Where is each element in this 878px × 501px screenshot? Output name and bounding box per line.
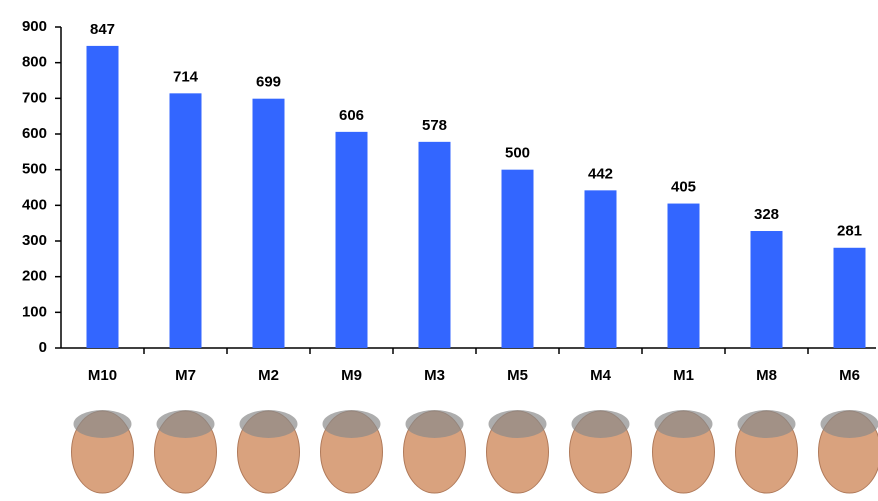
hair xyxy=(820,410,878,438)
y-tick-label: 800 xyxy=(22,54,47,71)
bar xyxy=(584,190,617,348)
x-tick-label: M6 xyxy=(839,367,860,384)
value-label: 442 xyxy=(588,165,613,182)
hair xyxy=(488,410,547,438)
value-label: 405 xyxy=(671,179,696,196)
value-label: 578 xyxy=(422,117,447,134)
value-label: 500 xyxy=(505,145,530,162)
value-label: 847 xyxy=(90,21,115,38)
y-tick-label: 500 xyxy=(22,161,47,178)
bar xyxy=(252,98,285,348)
y-tick-label: 100 xyxy=(22,303,47,320)
y-tick-label: 200 xyxy=(22,268,47,285)
bar xyxy=(169,93,202,348)
value-label: 606 xyxy=(339,107,364,124)
x-tick-label: M4 xyxy=(590,367,611,384)
x-tick-label: M10 xyxy=(88,367,117,384)
y-tick-label: 600 xyxy=(22,125,47,142)
value-label: 328 xyxy=(754,206,779,223)
hair xyxy=(156,410,215,438)
hair xyxy=(405,410,464,438)
value-label: 281 xyxy=(837,223,862,240)
hair xyxy=(322,410,381,438)
y-tick-label: 0 xyxy=(39,339,47,356)
face-images xyxy=(71,410,878,494)
x-tick-label: M1 xyxy=(673,367,694,384)
y-tick-label: 400 xyxy=(22,196,47,213)
value-label: 714 xyxy=(173,68,199,85)
x-tick-label: M8 xyxy=(756,367,777,384)
hair xyxy=(239,410,298,438)
hair xyxy=(737,410,796,438)
y-tick-label: 700 xyxy=(22,89,47,106)
x-tick-label: M3 xyxy=(424,367,445,384)
x-tick-label: M7 xyxy=(175,367,196,384)
hair xyxy=(654,410,713,438)
bar xyxy=(750,231,783,348)
bar xyxy=(335,131,368,348)
bar xyxy=(501,169,534,348)
hair xyxy=(73,410,132,438)
value-label: 699 xyxy=(256,74,281,91)
x-tick-label: M5 xyxy=(507,367,528,384)
bar xyxy=(418,141,451,348)
bar xyxy=(86,45,119,349)
bar xyxy=(833,247,866,348)
y-tick-label: 300 xyxy=(22,232,47,249)
bar xyxy=(667,203,700,348)
x-tick-label: M2 xyxy=(258,367,279,384)
x-tick-label: M9 xyxy=(341,367,362,384)
y-tick-label: 900 xyxy=(22,18,47,35)
hair xyxy=(571,410,630,438)
